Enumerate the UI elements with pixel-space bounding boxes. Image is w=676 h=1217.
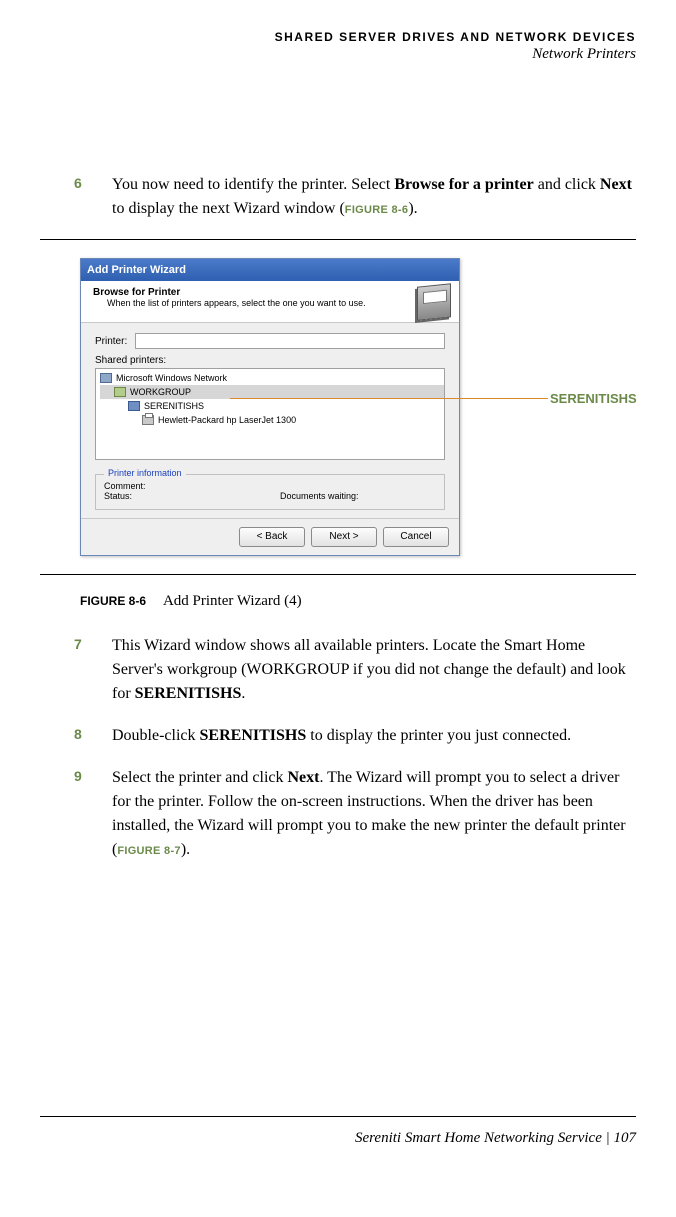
callout-label: SERENITISHS <box>550 391 637 406</box>
t: . <box>241 685 245 702</box>
tree-label: SERENITISHS <box>144 399 204 413</box>
step-number: 7 <box>74 634 112 706</box>
shared-printers-label: Shared printers: <box>95 355 445 366</box>
dialog-titlebar: Add Printer Wizard <box>81 259 459 281</box>
page-header-title: SHARED SERVER DRIVES AND NETWORK DEVICES <box>40 30 636 44</box>
figure-caption-text: Add Printer Wizard (4) <box>163 593 302 609</box>
step-text: Select the printer and click Next. The W… <box>112 766 636 862</box>
printer-icon <box>417 283 451 321</box>
add-printer-wizard-dialog: Add Printer Wizard Browse for Printer Wh… <box>80 258 460 556</box>
cancel-button[interactable]: Cancel <box>383 527 449 547</box>
t: Double-click <box>112 727 200 744</box>
info-status-row: Status: Documents waiting: <box>104 491 436 501</box>
t: You now need to identify the printer. Se… <box>112 176 394 193</box>
dialog-header-title: Browse for Printer <box>93 287 451 298</box>
t: and click <box>534 176 600 193</box>
t: ). <box>408 200 417 217</box>
t: Select the printer and click <box>112 769 287 786</box>
callout-line <box>230 398 548 399</box>
b: SERENITISHS <box>200 727 307 744</box>
back-button[interactable]: < Back <box>239 527 305 547</box>
t: ). <box>181 841 190 858</box>
step-number: 8 <box>74 724 112 748</box>
info-comment-row: Comment: <box>104 481 436 491</box>
tree-label: WORKGROUP <box>130 385 191 399</box>
figure-caption: FIGURE 8-6 Add Printer Wizard (4) <box>80 593 636 610</box>
tree-row-network[interactable]: Microsoft Windows Network <box>100 371 444 385</box>
page-header-subtitle: Network Printers <box>40 46 636 63</box>
dialog-button-row: < Back Next > Cancel <box>81 518 459 555</box>
shared-printers-tree[interactable]: Microsoft Windows Network WORKGROUP SERE… <box>95 368 445 460</box>
workgroup-icon <box>114 387 126 397</box>
b: Next <box>287 769 319 786</box>
step-text: Double-click SERENITISHS to display the … <box>112 724 571 748</box>
rule <box>40 239 636 240</box>
figure-ref: FIGURE 8-6 <box>345 204 409 216</box>
step-number: 9 <box>74 766 112 862</box>
t: to display the printer you just connecte… <box>306 727 571 744</box>
info-docs-label: Documents waiting: <box>280 491 359 501</box>
step-number: 6 <box>74 173 112 221</box>
footer-rule <box>40 1116 636 1117</box>
step-9: 9 Select the printer and click Next. The… <box>74 766 636 862</box>
tree-label: Hewlett-Packard hp LaserJet 1300 <box>158 413 296 427</box>
t: to display the next Wizard window ( <box>112 200 345 217</box>
printer-field-row: Printer: <box>95 333 445 349</box>
info-status-label: Status: <box>104 491 160 501</box>
printer-info-group: Printer information Comment: Status: Doc… <box>95 474 445 510</box>
printer-small-icon <box>142 415 154 425</box>
step-text: This Wizard window shows all available p… <box>112 634 636 706</box>
dialog-header-sub: When the list of printers appears, selec… <box>107 298 451 308</box>
rule <box>40 574 636 575</box>
b: Next <box>600 176 632 193</box>
step-8: 8 Double-click SERENITISHS to display th… <box>74 724 636 748</box>
network-icon <box>100 373 112 383</box>
tree-row-hp-printer[interactable]: Hewlett-Packard hp LaserJet 1300 <box>100 413 444 427</box>
dialog-header: Browse for Printer When the list of prin… <box>81 281 459 323</box>
b: Browse for a printer <box>394 176 533 193</box>
tree-row-workgroup[interactable]: WORKGROUP <box>100 385 444 399</box>
page-footer: Sereniti Smart Home Networking Service |… <box>355 1130 636 1147</box>
b: SERENITISHS <box>135 685 242 702</box>
figure-ref: FIGURE 8-7 <box>117 845 181 857</box>
figure-label: FIGURE 8-6 <box>80 594 146 608</box>
screenshot-wrap: Add Printer Wizard Browse for Printer Wh… <box>80 258 636 556</box>
dialog-body: Printer: Shared printers: Microsoft Wind… <box>81 323 459 518</box>
printer-label: Printer: <box>95 336 127 347</box>
next-button[interactable]: Next > <box>311 527 377 547</box>
step-6: 6 You now need to identify the printer. … <box>74 173 636 221</box>
step-7: 7 This Wizard window shows all available… <box>74 634 636 706</box>
printer-info-legend: Printer information <box>104 468 186 478</box>
server-icon <box>128 401 140 411</box>
tree-row-serenitishs[interactable]: SERENITISHS <box>100 399 444 413</box>
tree-label: Microsoft Windows Network <box>116 371 227 385</box>
printer-input[interactable] <box>135 333 445 349</box>
step-text: You now need to identify the printer. Se… <box>112 173 636 221</box>
info-comment-label: Comment: <box>104 481 160 491</box>
